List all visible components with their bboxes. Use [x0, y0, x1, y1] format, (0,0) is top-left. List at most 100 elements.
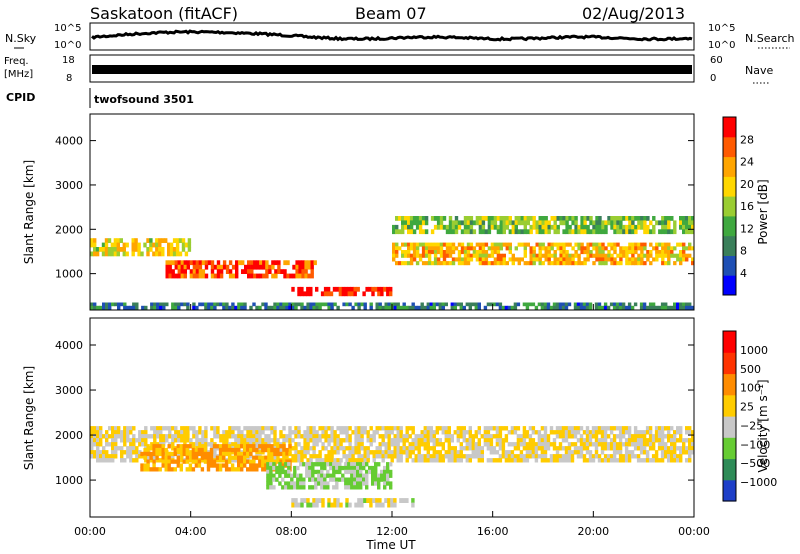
- velocity-cell-2-1811: [371, 473, 375, 478]
- velocity-cell-3-1892: [390, 498, 394, 503]
- power-cell-3-290: [392, 246, 396, 251]
- power-cell-5-1099: [192, 302, 196, 307]
- velocity-cell-0-1353: [682, 442, 686, 447]
- velocity-cell-0-381: [255, 426, 259, 431]
- power-cell-0-45: [137, 242, 141, 248]
- velocity-cell-2-1681: [299, 473, 303, 478]
- velocity-cell-2-1670: [293, 465, 297, 471]
- power-cell-5-1136: [270, 305, 274, 310]
- velocity-cell-0-1008: [531, 454, 536, 459]
- velocity-cell-0-6: [90, 450, 94, 455]
- freq-tick-right-bottom: 0: [710, 73, 716, 84]
- power-cell-3-580: [586, 246, 590, 251]
- velocity-cell-0-45: [108, 434, 112, 439]
- power-cell-1-220: [295, 269, 299, 274]
- power-cell-5-1236: [468, 305, 472, 310]
- power-cell-4-912: [562, 229, 566, 235]
- power-cell-3-612: [607, 242, 611, 247]
- power-cell-5-1213: [423, 305, 427, 310]
- velocity-cell-1-1589: [270, 447, 274, 453]
- velocity-cell-2-1673: [293, 481, 297, 486]
- velocity-cell-0-661: [378, 446, 382, 451]
- power-cell-5-1316: [639, 305, 644, 310]
- power-cell-5-1144: [282, 305, 286, 310]
- velocity-cell-3-1853: [306, 498, 310, 503]
- velocity-cell-0-1083: [567, 426, 572, 431]
- power-cell-3-432: [481, 257, 486, 262]
- velocity-cell-0-537: [324, 430, 328, 435]
- velocity-cell-1-1398: [152, 467, 156, 472]
- power-cell-5-1211: [420, 302, 424, 307]
- velocity-cell-1-1513: [224, 467, 229, 472]
- velocity-cell-3-1891: [387, 502, 391, 508]
- velocity-cell-0-625: [360, 442, 364, 447]
- power-cell-3-302: [401, 250, 405, 255]
- velocity-cell-0-946: [504, 438, 509, 443]
- power-cell-5-1239: [474, 305, 478, 310]
- velocity-cell-1-1482: [206, 459, 211, 464]
- velocity-cell-0-519: [315, 434, 319, 439]
- velocity-cell-0-736: [411, 426, 415, 431]
- power-cell-5-1273: [555, 305, 560, 310]
- power-cell-4-1042: [685, 229, 689, 235]
- velocity-cell-0-415: [267, 450, 271, 455]
- power-cell-1-129: [195, 264, 200, 270]
- velocity-cell-0-326: [231, 450, 235, 455]
- power-cell-4-929: [580, 216, 584, 221]
- velocity-cell-1-1400: [155, 447, 159, 453]
- velocity-cell-0-1051: [552, 446, 557, 451]
- power-cell-3-349: [430, 246, 435, 251]
- power-cell-5-1058: [102, 305, 106, 310]
- velocity-cell-2-1840: [389, 462, 393, 467]
- velocity-cell-0-926: [495, 438, 500, 443]
- power-cell-2-276: [368, 286, 372, 292]
- velocity-cell-0-905: [486, 430, 491, 435]
- power-cell-5-1305: [615, 305, 620, 310]
- velocity-cell-1-1514: [227, 444, 232, 449]
- velocity-cell-0-525: [318, 434, 322, 439]
- velocity-cell-2-1742: [332, 485, 336, 490]
- velocity-cell-1-1439: [179, 463, 183, 468]
- power-cell-3-348: [430, 242, 435, 247]
- velocity-cell-0-377: [252, 438, 256, 443]
- velocity-cell-0-1249: [636, 454, 641, 459]
- velocity-cell-0-1366: [688, 446, 692, 451]
- power-cell-5-1079: [150, 305, 154, 310]
- velocity-cell-0-599: [351, 430, 355, 435]
- velocity-cell-0-67: [117, 430, 121, 435]
- velocity-cell-0-1069: [561, 430, 566, 435]
- velocity-cell-0-338: [237, 434, 241, 439]
- velocity-cell-0-526: [318, 438, 322, 443]
- power-cell-3-406: [466, 246, 471, 251]
- power-cell-4-920: [571, 216, 575, 221]
- velocity-cell-0-630: [363, 430, 367, 435]
- power-cell-3-449: [493, 250, 498, 255]
- velocity-cell-0-478: [297, 434, 301, 439]
- velocity-cell-0-184: [171, 438, 175, 443]
- power-cell-3-732: [691, 246, 695, 251]
- power-cell-1-225: [298, 273, 302, 279]
- velocity-cell-0-107: [135, 446, 139, 451]
- power-cell-4-991: [634, 216, 638, 221]
- power-cell-3-620: [610, 261, 614, 266]
- power-cell-5-1326: [660, 302, 665, 307]
- velocity-cell-0-1291: [654, 458, 659, 463]
- velocity-cell-0-308: [225, 438, 229, 443]
- velocity-cell-0-1239: [633, 434, 638, 439]
- velocity-cell-1-1448: [185, 455, 189, 460]
- power-cell-3-712: [673, 261, 677, 266]
- velocity-cell-0-49: [111, 426, 115, 431]
- velocity-cell-0-856: [462, 434, 466, 439]
- power-cell-2-280: [377, 286, 381, 292]
- velocity-cell-0-840: [456, 430, 460, 435]
- velocity-cell-0-1327: [670, 450, 674, 455]
- velocity-cell-0-874: [471, 434, 475, 439]
- velocity-cell-0-882: [474, 442, 478, 447]
- velocity-cell-0-1022: [540, 434, 545, 439]
- velocity-cell-0-738: [411, 438, 415, 443]
- power-cell-4-1048: [691, 220, 695, 226]
- velocity-cell-0-917: [489, 458, 494, 463]
- power-cell-5-1121: [234, 305, 238, 310]
- velocity-cell-0-1159: [600, 430, 605, 435]
- velocity-cell-0-50: [111, 430, 115, 435]
